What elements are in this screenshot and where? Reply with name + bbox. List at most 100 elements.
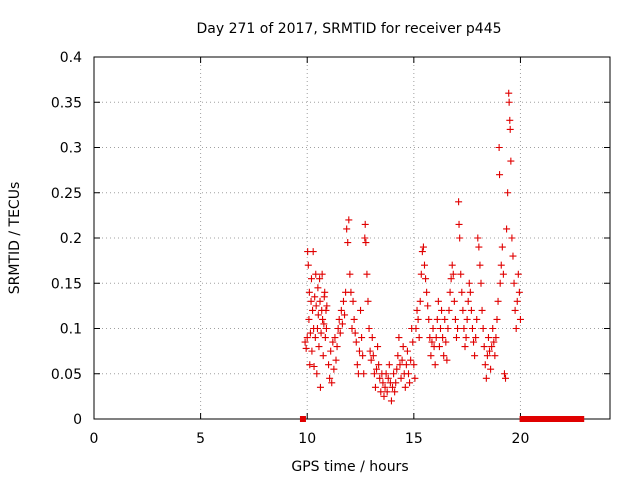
- data-point: [510, 279, 518, 287]
- data-point: [313, 325, 321, 332]
- data-point: [319, 315, 327, 323]
- data-point: [426, 334, 434, 342]
- data-point: [346, 270, 354, 278]
- plot-frame: [93, 56, 611, 420]
- data-point: [483, 352, 491, 360]
- data-point: [327, 347, 335, 355]
- data-point: [329, 338, 337, 346]
- data-point: [387, 397, 395, 405]
- data-point: [445, 306, 453, 314]
- grid-lines: [94, 57, 610, 419]
- data-point: [407, 356, 415, 364]
- axis-ticks: 0 0.05 0.1 0.15 0.2 0.25 0.3 0.35 0.4 0 5 10 15 20: [51, 50, 610, 447]
- data-point: [343, 225, 351, 233]
- data-point: [339, 297, 347, 305]
- x-tick-label: 15: [405, 431, 423, 447]
- data-point: [396, 361, 404, 369]
- data-point: [471, 352, 479, 360]
- data-point: [435, 343, 443, 351]
- data-point: [332, 356, 340, 364]
- data-point: [303, 334, 311, 342]
- data-point: [390, 370, 398, 378]
- y-tick-label: 0: [73, 412, 82, 428]
- data-point: [500, 370, 508, 378]
- data-point: [414, 315, 422, 323]
- x-tick-label: 20: [512, 431, 530, 447]
- data-point: [338, 320, 346, 328]
- data-point: [494, 297, 502, 305]
- data-point: [367, 356, 375, 364]
- data-point: [490, 338, 498, 346]
- data-point: [423, 288, 431, 296]
- data-point: [456, 234, 464, 242]
- data-point: [368, 334, 376, 342]
- data-point: [313, 370, 321, 378]
- data-point: [455, 198, 463, 206]
- data-point: [352, 338, 360, 346]
- data-point: [361, 234, 369, 242]
- data-point: [373, 365, 381, 373]
- data-point: [409, 338, 417, 346]
- data-point: [434, 297, 442, 305]
- data-point: [333, 343, 341, 351]
- data-point: [495, 144, 503, 151]
- data-point: [341, 311, 349, 319]
- data-point: [482, 374, 490, 382]
- data-point: [331, 334, 339, 342]
- data-point: [321, 334, 329, 342]
- data-point: [505, 89, 513, 97]
- data-point: [359, 352, 367, 360]
- data-point: [458, 288, 466, 296]
- data-point: [317, 329, 325, 337]
- data-point: [455, 220, 463, 228]
- chart-title: Day 271 of 2017, SRMTID for receiver p44…: [196, 21, 501, 37]
- data-point: [428, 338, 436, 346]
- data-point: [299, 416, 306, 422]
- data-point: [358, 334, 366, 342]
- data-point: [493, 315, 501, 323]
- data-point: [393, 365, 401, 373]
- data-point: [444, 325, 452, 332]
- data-point: [401, 383, 409, 391]
- data-point: [433, 315, 441, 323]
- data-point: [318, 270, 326, 278]
- data-point: [320, 320, 328, 328]
- data-point: [355, 347, 363, 355]
- data-point: [464, 297, 472, 305]
- data-point: [489, 325, 497, 332]
- data-point: [425, 315, 433, 323]
- data-point: [382, 370, 390, 378]
- data-point: [369, 352, 377, 360]
- data-point: [472, 334, 480, 342]
- data-point: [509, 252, 517, 260]
- data-point: [476, 261, 484, 269]
- data-point: [348, 325, 356, 332]
- data-point: [402, 361, 410, 369]
- data-point: [413, 306, 421, 314]
- data-point: [322, 306, 330, 314]
- data-point: [314, 311, 322, 319]
- data-point: [337, 306, 345, 314]
- data-point: [528, 416, 535, 422]
- y-tick-label: 0.25: [51, 186, 82, 202]
- data-point: [492, 334, 500, 342]
- data-point: [380, 392, 388, 400]
- data-point: [480, 343, 488, 351]
- data-point: [416, 297, 424, 305]
- data-point: [536, 416, 543, 422]
- data-point: [496, 171, 504, 179]
- data-point: [545, 416, 552, 422]
- data-point: [403, 347, 411, 355]
- data-point: [366, 347, 374, 355]
- data-point: [312, 270, 320, 278]
- data-point: [316, 275, 324, 283]
- data-point: [370, 370, 378, 378]
- data-point: [496, 279, 504, 287]
- x-axis-label: GPS time / hours: [291, 459, 408, 475]
- data-point: [562, 416, 569, 422]
- data-point: [323, 302, 331, 310]
- x-tick-label: 10: [298, 431, 316, 447]
- y-tick-label: 0.2: [60, 231, 82, 247]
- data-point: [311, 334, 319, 342]
- data-point: [488, 343, 496, 351]
